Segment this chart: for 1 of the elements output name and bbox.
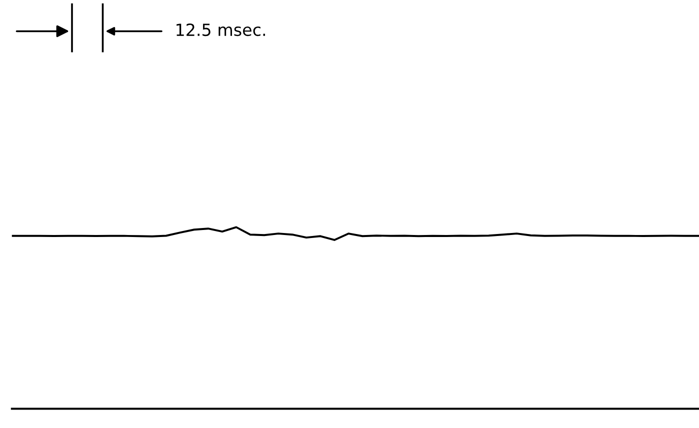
text: 12.5 msec. [176, 23, 265, 36]
